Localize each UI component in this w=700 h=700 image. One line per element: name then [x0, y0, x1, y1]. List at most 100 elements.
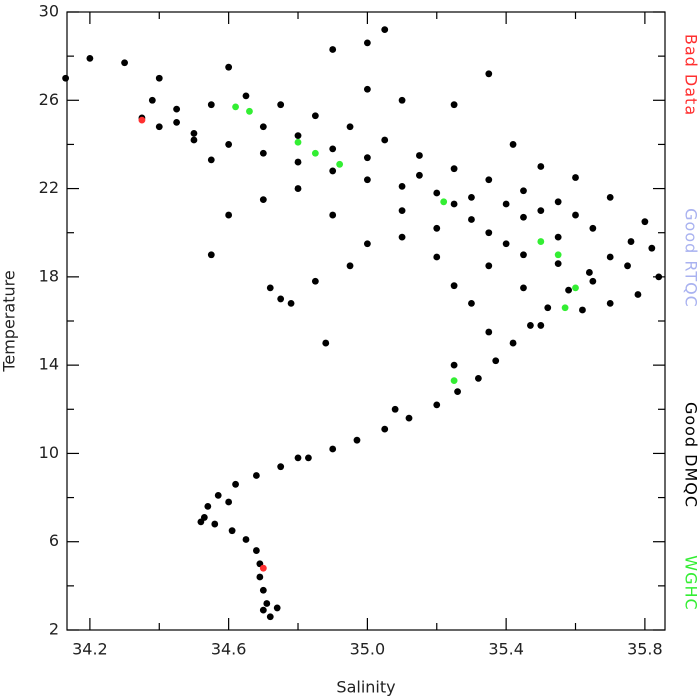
point [398, 96, 406, 104]
point [259, 196, 267, 204]
point [277, 463, 285, 471]
point [353, 436, 361, 444]
point [502, 200, 510, 208]
point [433, 224, 441, 232]
point [537, 238, 545, 245]
point [433, 253, 441, 261]
point [190, 129, 198, 137]
point [589, 277, 597, 285]
point [589, 224, 597, 232]
point [561, 304, 569, 312]
point [485, 328, 493, 336]
point [554, 233, 562, 241]
point [537, 322, 545, 329]
x-axis-label: Salinity [336, 678, 395, 697]
point [565, 286, 572, 294]
point [520, 284, 527, 292]
point [624, 262, 631, 270]
y-tick-label: 2 [49, 620, 59, 639]
y-tick-label: 14 [39, 355, 59, 374]
point [322, 339, 330, 347]
x-tick-label: 34.6 [211, 640, 247, 659]
point [363, 39, 371, 47]
legend-label: WGHC [682, 555, 700, 610]
point [211, 520, 219, 528]
point [468, 216, 475, 223]
point [329, 46, 337, 53]
point [572, 174, 579, 181]
point [450, 101, 458, 109]
point [246, 107, 253, 115]
point [266, 613, 274, 621]
point [329, 145, 337, 153]
point [468, 299, 475, 307]
point [346, 123, 354, 131]
point [398, 207, 406, 215]
point [485, 70, 493, 78]
point [450, 361, 458, 369]
point [433, 401, 441, 409]
point [305, 454, 312, 462]
point [520, 251, 527, 259]
point [287, 299, 295, 307]
point [329, 211, 337, 219]
point [207, 101, 215, 109]
point [363, 240, 371, 248]
point [572, 284, 579, 292]
x-tick-label: 35.4 [488, 640, 524, 659]
point [204, 503, 212, 510]
point [242, 536, 250, 543]
point [544, 304, 552, 312]
y-tick-label: 6 [49, 531, 59, 550]
point [225, 63, 233, 71]
point [520, 187, 527, 195]
point [405, 414, 413, 422]
point [554, 251, 562, 259]
point [450, 282, 458, 290]
legend-label: Bad Data [682, 34, 700, 116]
point [450, 377, 458, 384]
point [311, 149, 319, 157]
point [440, 198, 448, 206]
point [263, 600, 271, 607]
point [277, 295, 285, 303]
point [509, 141, 517, 148]
point [232, 480, 239, 488]
x-tick-label: 35.0 [350, 640, 386, 659]
point [381, 425, 389, 433]
point [266, 284, 274, 292]
point [537, 163, 545, 170]
point [648, 244, 656, 252]
point [259, 586, 267, 594]
point [585, 269, 593, 276]
point [468, 194, 475, 201]
point [225, 141, 233, 148]
plot-frame [66, 11, 666, 631]
legend-label: Good DMQC [682, 402, 700, 508]
point [606, 299, 614, 307]
point [572, 211, 579, 219]
point [155, 123, 163, 131]
point [259, 564, 267, 572]
point [62, 74, 70, 82]
point [450, 165, 458, 173]
point [311, 277, 319, 285]
point [155, 74, 163, 82]
point [197, 518, 205, 526]
point [225, 211, 233, 219]
point [363, 176, 371, 184]
point [259, 123, 267, 131]
point [554, 198, 562, 206]
point [502, 240, 510, 248]
point [294, 132, 302, 140]
point [381, 26, 389, 34]
point [346, 262, 354, 270]
point [214, 491, 222, 499]
point [138, 116, 146, 124]
point [398, 182, 406, 190]
point [207, 251, 215, 259]
y-tick-label: 26 [39, 90, 59, 109]
point [294, 185, 302, 192]
point [398, 233, 406, 241]
point [363, 85, 371, 93]
